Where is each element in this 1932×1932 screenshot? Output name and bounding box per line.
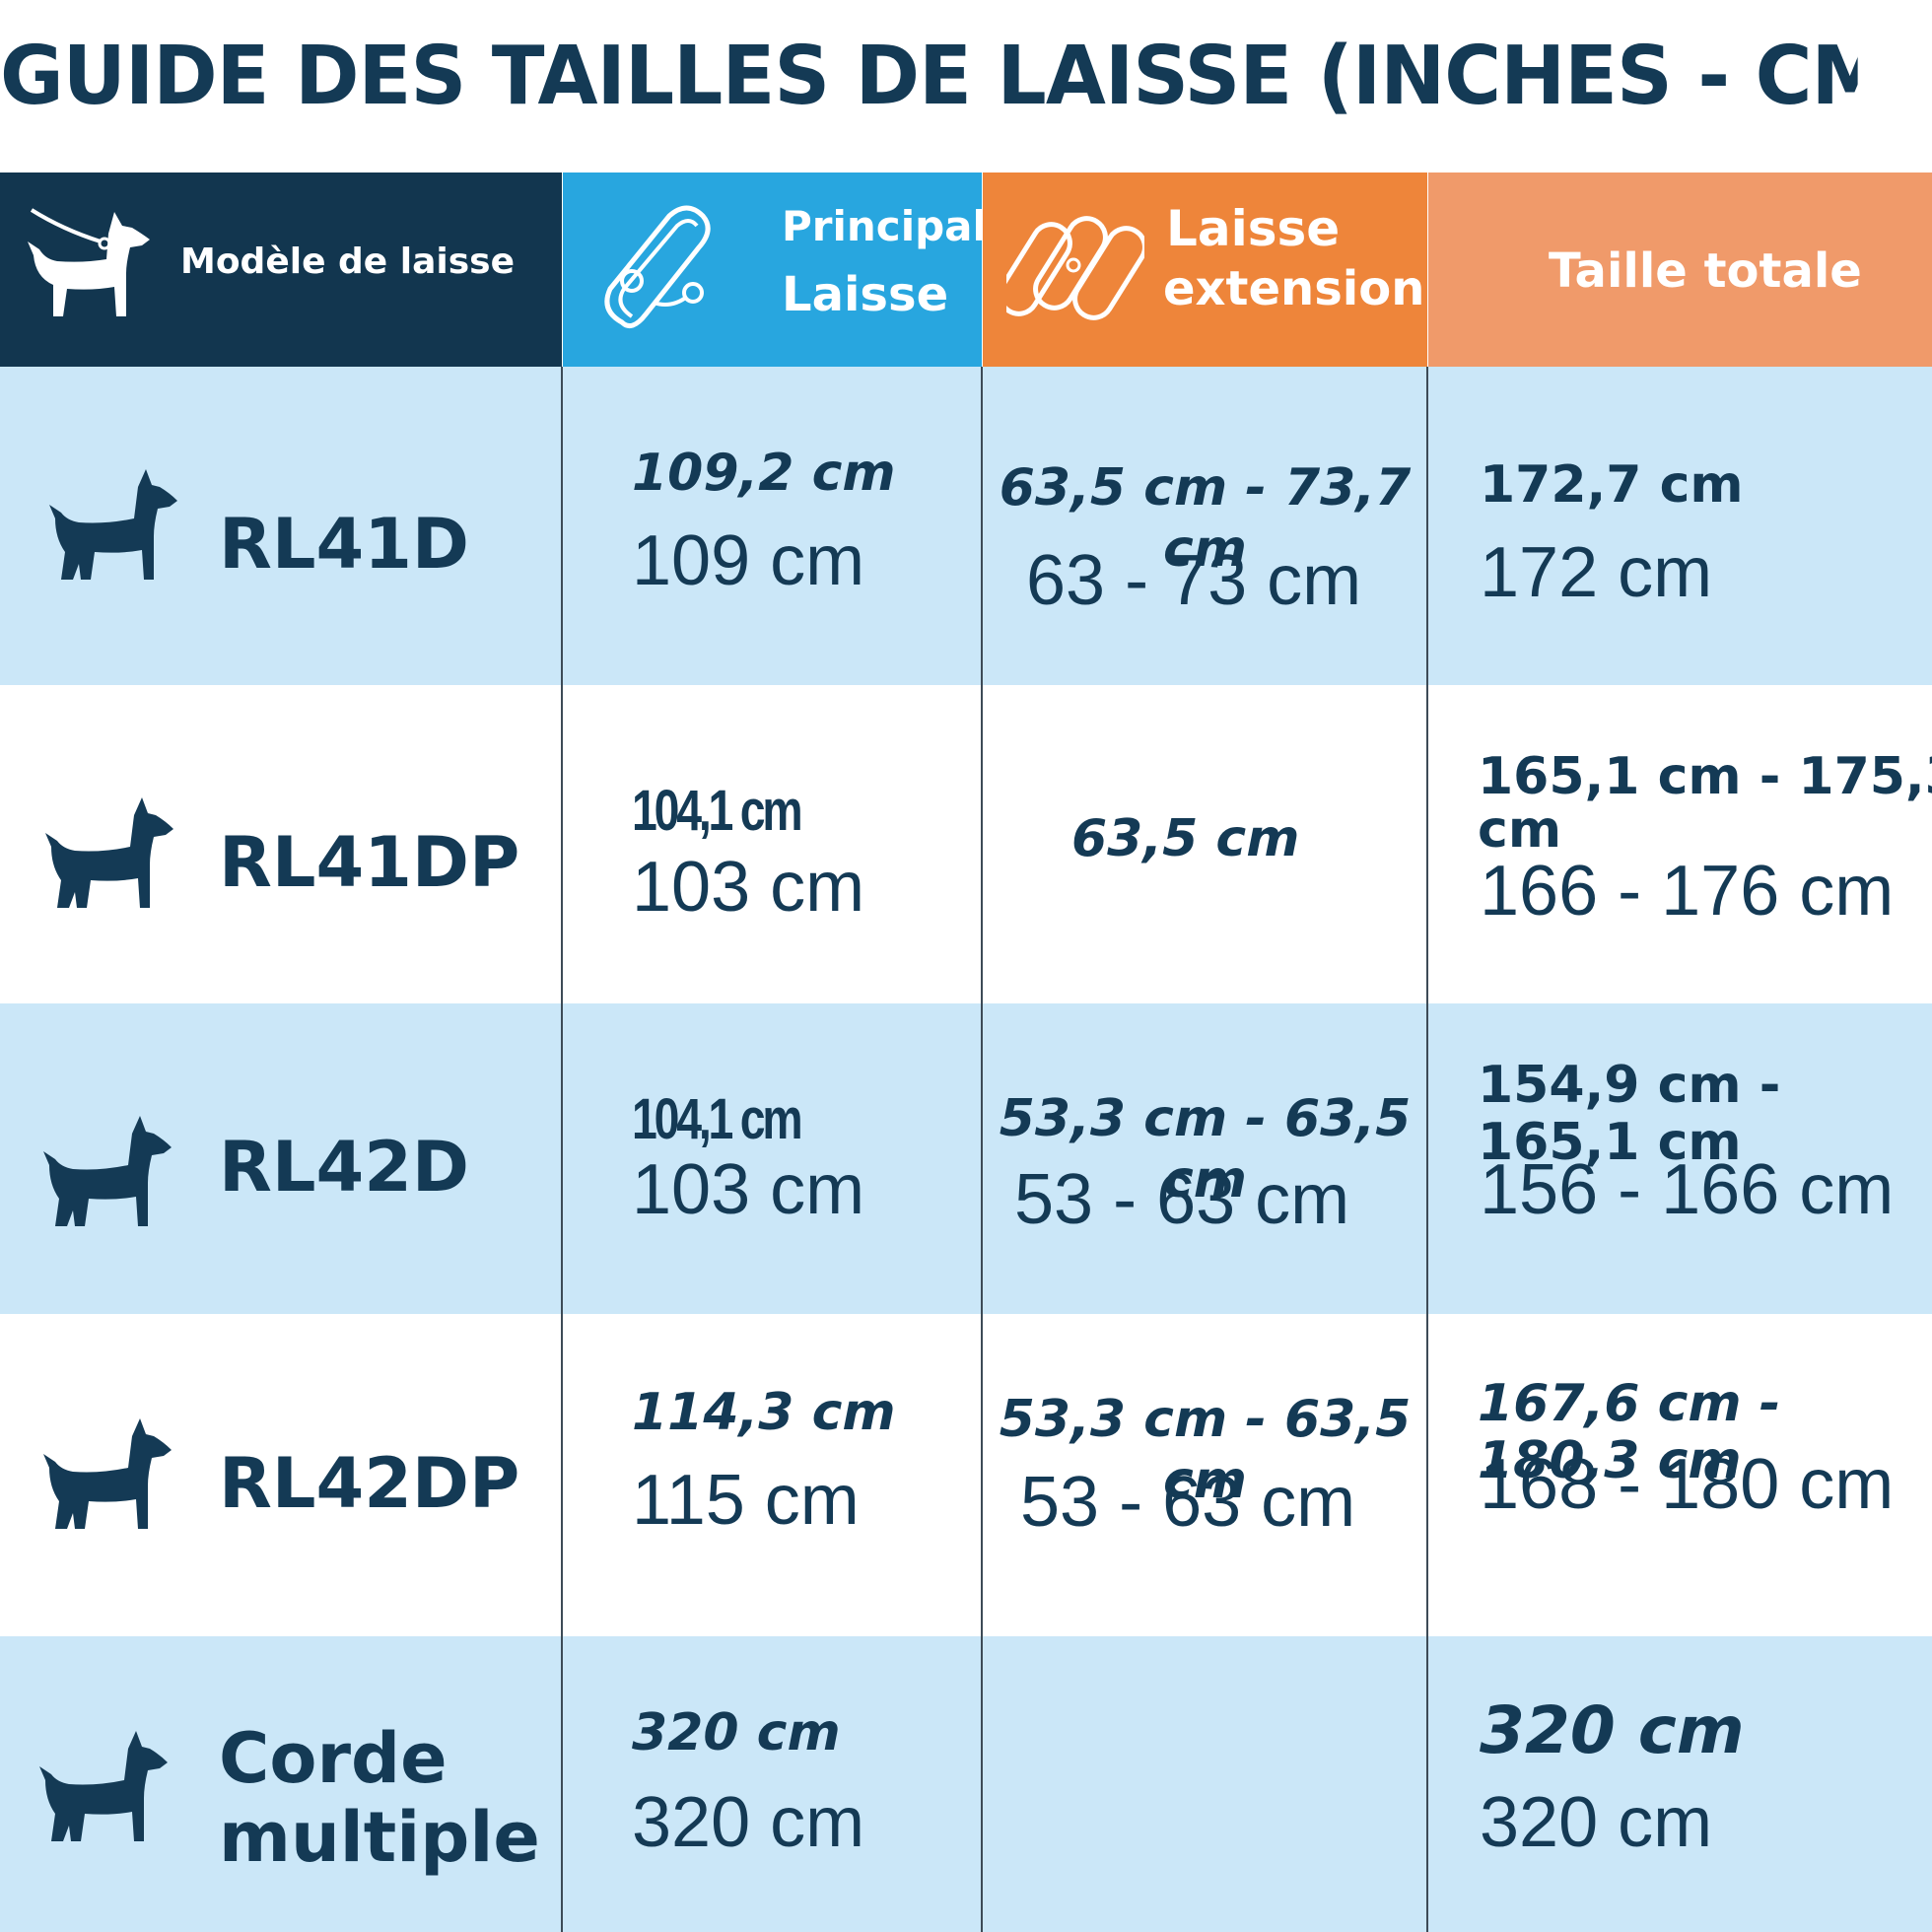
main-leash-cell: 104,1 cm 103 cm xyxy=(563,1003,982,1314)
page-title: GUIDE DES TAILLES DE LAISSE (INCHES - CM… xyxy=(0,30,1858,123)
model-cell: RL42DP xyxy=(0,1314,562,1636)
dog-icon xyxy=(43,1418,172,1529)
main-original-value: 104,1 cm xyxy=(632,1087,803,1151)
model-name: RL42D xyxy=(219,1127,470,1208)
extension-converted-value: 63 - 73 cm xyxy=(1026,541,1362,620)
model-name: Corde multiple xyxy=(219,1718,540,1878)
table-row: RL42DP 114,3 cm 115 cm 53,3 cm - 63,5 cm… xyxy=(0,1314,1932,1636)
header-extension-line2: extension xyxy=(1163,261,1425,316)
main-leash-cell: 320 cm 320 cm xyxy=(563,1636,982,1932)
dog-icon xyxy=(39,1731,168,1841)
size-table: Modèle de laisse Principal Laisse Laisse… xyxy=(0,172,1932,1932)
dog-on-leash-icon xyxy=(28,208,150,316)
extension-cell: 53,3 cm - 63,5 cm 53 - 63 cm xyxy=(983,1314,1427,1636)
main-converted-value: 320 cm xyxy=(632,1783,865,1862)
model-name: RL41D xyxy=(219,504,470,585)
header-model-label: Modèle de laisse xyxy=(180,242,515,282)
header-main-line1: Principal xyxy=(782,202,982,250)
total-cell: 165,1 cm - 175,3 cm 166 - 176 cm xyxy=(1428,685,1932,1003)
model-name: RL42DP xyxy=(219,1443,520,1524)
extension-cell: 63,5 cm xyxy=(983,685,1427,1003)
model-cell: Corde multiple xyxy=(0,1636,562,1932)
main-original-value: 109,2 cm xyxy=(632,444,896,503)
total-cell: 320 cm 320 cm xyxy=(1428,1636,1932,1932)
extension-original-value: 63,5 cm - 73,7 cm xyxy=(999,458,1412,579)
main-original-value: 114,3 cm xyxy=(632,1383,896,1442)
header-total-label: Taille totale xyxy=(1549,243,1862,299)
total-cell: 167,6 cm - 180,3 cm 168 - 180 cm xyxy=(1428,1314,1932,1636)
main-converted-value: 109 cm xyxy=(632,521,865,600)
extension-cell xyxy=(983,1636,1427,1932)
main-converted-value: 115 cm xyxy=(632,1461,860,1540)
main-original-value: 104,1 cm xyxy=(632,779,803,843)
total-cell: 154,9 cm - 165,1 cm 156 - 166 cm xyxy=(1428,1003,1932,1314)
extension-converted-value: 53 - 63 cm xyxy=(1014,1160,1350,1239)
extension-original-value: 53,3 cm - 63,5 cm xyxy=(999,1390,1412,1510)
total-original-value: 320 cm xyxy=(1480,1692,1745,1768)
header-total: Taille totale xyxy=(1428,172,1932,367)
dog-icon xyxy=(49,469,177,580)
total-cell: 172,7 cm 172 cm xyxy=(1428,367,1932,685)
column-divider xyxy=(981,367,983,1932)
table-row: Corde multiple 320 cm 320 cm 320 cm 320 … xyxy=(0,1636,1932,1932)
extension-converted-value: 53 - 63 cm xyxy=(1020,1463,1356,1542)
header-main-line2: Laisse xyxy=(782,267,949,322)
main-leash-cell: 109,2 cm 109 cm xyxy=(563,367,982,685)
column-divider xyxy=(1426,367,1428,1932)
leash-icon xyxy=(604,205,711,329)
table-row: RL41D 109,2 cm 109 cm 63,5 cm - 73,7 cm … xyxy=(0,367,1932,685)
total-original-value: 154,9 cm - 165,1 cm xyxy=(1478,1056,1781,1172)
main-leash-cell: 114,3 cm 115 cm xyxy=(563,1314,982,1636)
header-main-leash: Principal Laisse xyxy=(563,172,982,367)
total-converted-value: 156 - 166 cm xyxy=(1480,1150,1895,1229)
header-model: Modèle de laisse xyxy=(0,172,562,367)
total-converted-value: 320 cm xyxy=(1480,1783,1713,1862)
main-leash-cell: 104,1 cm 103 cm xyxy=(563,685,982,1003)
total-original-value: 165,1 cm - 175,3 cm xyxy=(1478,747,1932,860)
total-converted-value: 168 - 180 cm xyxy=(1480,1445,1895,1524)
total-original-value: 167,6 cm - 180,3 cm xyxy=(1478,1374,1781,1490)
main-converted-value: 103 cm xyxy=(632,848,865,927)
dog-icon xyxy=(43,1116,172,1226)
extension-original-value: 63,5 cm xyxy=(1071,809,1300,868)
model-cell: RL41DP xyxy=(0,685,562,1003)
total-converted-value: 172 cm xyxy=(1480,533,1713,612)
main-converted-value: 103 cm xyxy=(632,1150,865,1229)
extension-original-value: 53,3 cm - 63,5 cm xyxy=(999,1089,1412,1209)
table-row: RL42D 104,1 cm 103 cm 53,3 cm - 63,5 cm … xyxy=(0,1003,1932,1314)
extension-cell: 53,3 cm - 63,5 cm 53 - 63 cm xyxy=(983,1003,1427,1314)
model-cell: RL41D xyxy=(0,367,562,685)
header-extension-line1: Laisse xyxy=(1166,200,1341,257)
table-row: RL41DP 104,1 cm 103 cm 63,5 cm 165,1 cm … xyxy=(0,685,1932,1003)
dog-icon xyxy=(45,797,173,908)
column-divider xyxy=(561,367,563,1932)
total-converted-value: 166 - 176 cm xyxy=(1480,852,1895,931)
extension-cell: 63,5 cm - 73,7 cm 63 - 73 cm xyxy=(983,367,1427,685)
model-name: RL41DP xyxy=(219,822,520,903)
main-original-value: 320 cm xyxy=(632,1703,841,1762)
carabiner-icon xyxy=(1006,216,1144,320)
total-original-value: 172,7 cm xyxy=(1480,455,1744,515)
model-cell: RL42D xyxy=(0,1003,562,1314)
header-extension: Laisse extension xyxy=(983,172,1427,367)
